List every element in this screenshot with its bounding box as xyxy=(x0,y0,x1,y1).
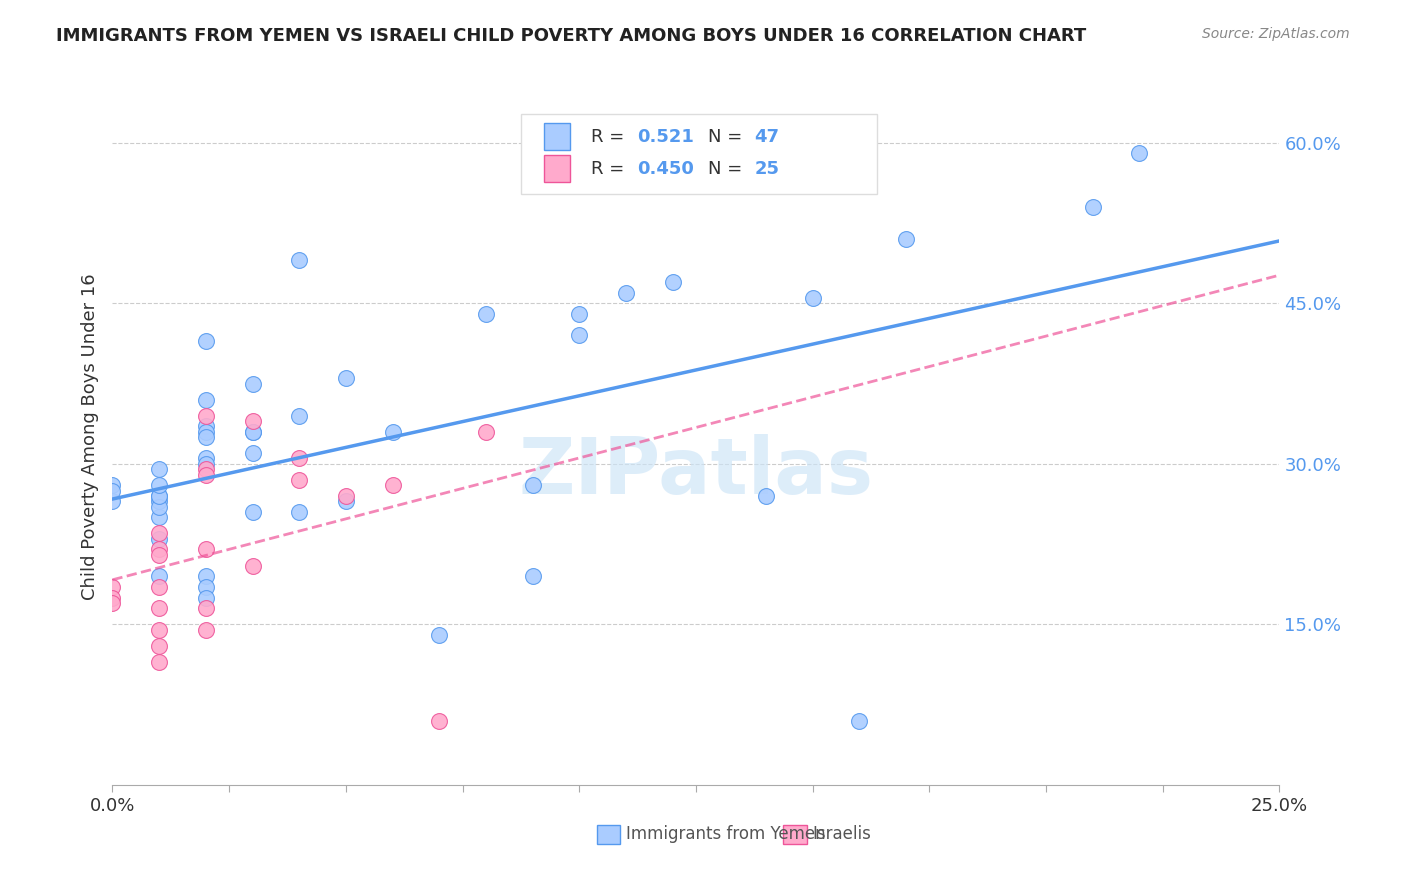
Point xyxy=(148,478,170,492)
Text: R =: R = xyxy=(591,128,624,145)
Text: N =: N = xyxy=(707,128,742,145)
Point xyxy=(894,232,917,246)
Point xyxy=(194,601,217,615)
Point xyxy=(1081,200,1104,214)
Text: 47: 47 xyxy=(755,128,779,145)
Text: ZIPatlas: ZIPatlas xyxy=(519,434,873,510)
Text: Immigrants from Yemen: Immigrants from Yemen xyxy=(626,825,825,843)
Text: Source: ZipAtlas.com: Source: ZipAtlas.com xyxy=(1202,27,1350,41)
Point xyxy=(381,478,404,492)
Text: Israelis: Israelis xyxy=(813,825,872,843)
Point xyxy=(335,494,357,508)
Point xyxy=(194,623,217,637)
Point xyxy=(101,591,124,605)
Point xyxy=(194,457,217,471)
Point xyxy=(242,425,264,439)
Point xyxy=(194,580,217,594)
Y-axis label: Child Poverty Among Boys Under 16: Child Poverty Among Boys Under 16 xyxy=(80,274,98,600)
Point xyxy=(242,558,264,573)
Point xyxy=(194,409,217,423)
Point xyxy=(661,275,683,289)
Point xyxy=(148,489,170,503)
Point xyxy=(148,542,170,557)
Point xyxy=(242,425,264,439)
Point xyxy=(568,307,591,321)
Bar xyxy=(544,155,569,182)
Point xyxy=(148,462,170,476)
Point xyxy=(194,425,217,439)
Point xyxy=(148,623,170,637)
Point xyxy=(801,291,824,305)
Point xyxy=(522,569,544,583)
Point xyxy=(381,425,404,439)
Point xyxy=(427,628,450,642)
Point xyxy=(242,414,264,428)
Point xyxy=(148,548,170,562)
Point xyxy=(1128,146,1150,161)
Bar xyxy=(544,123,569,150)
Text: IMMIGRANTS FROM YEMEN VS ISRAELI CHILD POVERTY AMONG BOYS UNDER 16 CORRELATION C: IMMIGRANTS FROM YEMEN VS ISRAELI CHILD P… xyxy=(56,27,1087,45)
Point xyxy=(427,714,450,728)
Point xyxy=(288,451,311,466)
Text: 0.521: 0.521 xyxy=(638,128,695,145)
Bar xyxy=(783,824,807,844)
Point xyxy=(288,505,311,519)
FancyBboxPatch shape xyxy=(520,113,877,194)
Point xyxy=(148,532,170,546)
Point xyxy=(194,392,217,407)
Point xyxy=(148,489,170,503)
Text: 0.450: 0.450 xyxy=(638,160,695,178)
Text: R =: R = xyxy=(591,160,624,178)
Point xyxy=(148,580,170,594)
Point xyxy=(148,639,170,653)
Point xyxy=(148,601,170,615)
Point xyxy=(101,494,124,508)
Point xyxy=(194,591,217,605)
Point xyxy=(194,569,217,583)
Point xyxy=(242,376,264,391)
Point xyxy=(148,569,170,583)
Point xyxy=(194,334,217,348)
Point xyxy=(335,371,357,385)
Point xyxy=(148,510,170,524)
Point xyxy=(288,253,311,268)
Point xyxy=(148,526,170,541)
Point xyxy=(288,409,311,423)
Point xyxy=(194,542,217,557)
Text: N =: N = xyxy=(707,160,742,178)
Point xyxy=(475,307,498,321)
Point xyxy=(288,473,311,487)
Point xyxy=(101,580,124,594)
Text: 25: 25 xyxy=(755,160,779,178)
Point xyxy=(242,505,264,519)
Point xyxy=(475,425,498,439)
Point xyxy=(848,714,870,728)
Point xyxy=(755,489,778,503)
Point xyxy=(194,467,217,482)
Point xyxy=(194,451,217,466)
Point xyxy=(101,478,124,492)
Point xyxy=(194,419,217,434)
Point xyxy=(101,596,124,610)
Point xyxy=(148,494,170,508)
Point xyxy=(568,328,591,343)
Bar xyxy=(596,824,620,844)
Point xyxy=(101,483,124,498)
Point xyxy=(614,285,637,300)
Point xyxy=(335,489,357,503)
Point xyxy=(194,430,217,444)
Point xyxy=(148,500,170,514)
Point xyxy=(242,446,264,460)
Point xyxy=(194,462,217,476)
Point xyxy=(148,655,170,669)
Point xyxy=(522,478,544,492)
